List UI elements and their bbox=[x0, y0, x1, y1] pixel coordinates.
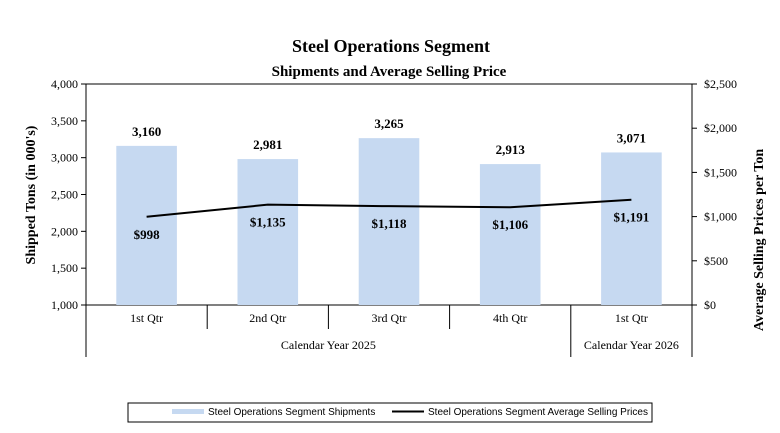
y-left-tick-label: 1,000 bbox=[51, 298, 78, 312]
line-value-label: $1,135 bbox=[250, 215, 286, 230]
legend-box bbox=[127, 402, 653, 423]
line-value-label: $1,118 bbox=[371, 216, 407, 231]
y-axis-right-title: Average Selling Prices per Ton bbox=[752, 149, 767, 331]
y-right-tick-label: $1,500 bbox=[704, 165, 737, 179]
bar-shipments bbox=[601, 152, 662, 305]
chart-title: Steel Operations Segment bbox=[292, 36, 490, 56]
bar-shipments bbox=[479, 164, 541, 305]
y-left-tick-label: 4,000 bbox=[51, 77, 78, 91]
y-right-tick-label: $2,500 bbox=[704, 77, 737, 91]
y-axis-left-title: Shipped Tons (in 000's) bbox=[24, 125, 39, 264]
legend: Steel Operations Segment Shipments Steel… bbox=[127, 402, 653, 423]
line-value-label: $1,106 bbox=[492, 217, 528, 232]
x-tick-label: 3rd Qtr bbox=[372, 311, 407, 325]
x-tick-label: 4th Qtr bbox=[493, 311, 527, 325]
legend-label-prices: Steel Operations Segment Average Selling… bbox=[428, 407, 648, 418]
line-value-label: $1,191 bbox=[614, 210, 650, 225]
y-left-tick-label: 2,500 bbox=[51, 188, 78, 202]
y-right-tick-label: $500 bbox=[704, 254, 728, 268]
y-left-tick-label: 3,500 bbox=[51, 114, 78, 128]
y-left-tick-label: 3,000 bbox=[51, 151, 78, 165]
y-right-tick-label: $1,000 bbox=[704, 210, 737, 224]
y-right-tick-label: $2,000 bbox=[704, 121, 737, 135]
y-left-tick-label: 2,000 bbox=[51, 224, 78, 238]
bar-shipments bbox=[237, 159, 299, 305]
legend-swatch-shipments bbox=[172, 409, 204, 414]
x-tick-label: 1st Qtr bbox=[130, 311, 163, 325]
bar-value-label: 3,265 bbox=[374, 116, 404, 131]
bar-value-label: 2,913 bbox=[496, 142, 526, 157]
bar-shipments bbox=[116, 145, 177, 305]
bar-value-label: 2,981 bbox=[253, 137, 282, 152]
bar-shipments bbox=[358, 138, 420, 305]
x-tick-label: 1st Qtr bbox=[615, 311, 648, 325]
x-group-label: Calendar Year 2025 bbox=[281, 338, 376, 352]
legend-label-shipments: Steel Operations Segment Shipments bbox=[208, 407, 375, 418]
y-left-tick-label: 1,500 bbox=[51, 261, 78, 275]
x-group-label: Calendar Year 2026 bbox=[584, 338, 679, 352]
line-value-label: $998 bbox=[134, 227, 161, 242]
bar-value-label: 3,160 bbox=[132, 124, 161, 139]
y-right-tick-label: $0 bbox=[704, 298, 716, 312]
chart-subtitle: Shipments and Average Selling Price bbox=[272, 64, 507, 80]
bar-value-label: 3,071 bbox=[617, 130, 646, 145]
x-tick-label: 2nd Qtr bbox=[249, 311, 286, 325]
